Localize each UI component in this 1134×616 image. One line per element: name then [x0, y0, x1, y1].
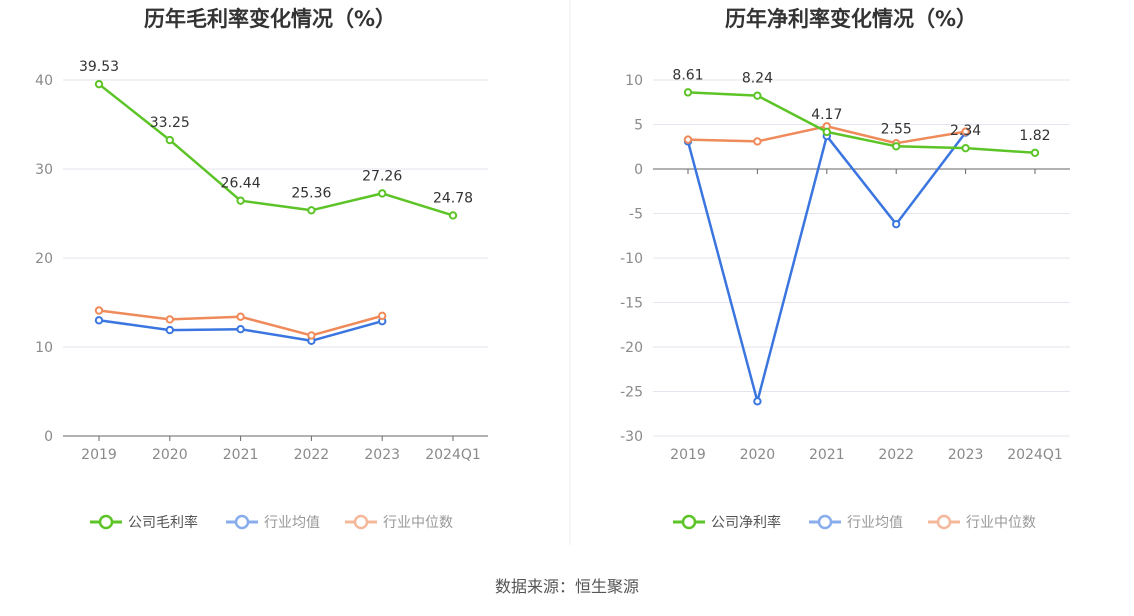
data-point-avg — [94, 316, 104, 325]
data-label: 2.55 — [881, 121, 912, 137]
y-tick-label: 30 — [35, 162, 53, 178]
y-tick-label: -20 — [620, 340, 643, 356]
legend-label: 公司毛利率 — [128, 514, 198, 531]
x-tick-label: 2019 — [670, 447, 706, 463]
data-point-company — [1030, 148, 1040, 158]
y-tick-label: -25 — [620, 385, 643, 401]
data-point-median — [683, 135, 693, 144]
x-tick-label: 2022 — [294, 447, 330, 463]
data-point-median — [961, 127, 970, 136]
x-tick-label: 2021 — [223, 447, 259, 463]
legend-item-company: 公司净利率 — [673, 514, 781, 531]
y-tick-label: 0 — [634, 162, 643, 178]
y-tick-label: 5 — [634, 118, 643, 134]
y-tick-label: 10 — [35, 340, 53, 356]
data-label: 1.82 — [1019, 128, 1050, 144]
legend-swatch-marker — [817, 514, 833, 530]
data-label: 39.53 — [79, 59, 119, 75]
data-label: 4.17 — [811, 107, 842, 123]
x-tick-label: 2024Q1 — [1007, 447, 1063, 463]
x-tick-label: 2024Q1 — [425, 447, 481, 463]
data-source: 数据来源：恒生聚源 — [495, 577, 639, 596]
legend-item-avg: 行业均值 — [226, 514, 320, 531]
data-point-company — [236, 196, 245, 205]
data-point-company — [448, 211, 458, 220]
legend-swatch-marker — [353, 514, 369, 530]
y-tick-label: 20 — [35, 251, 53, 267]
x-tick-label: 2023 — [364, 447, 400, 463]
x-tick-label: 2022 — [878, 447, 914, 463]
data-point-avg — [892, 219, 901, 229]
y-tick-label: 40 — [35, 73, 53, 89]
legend-item-median: 行业中位数 — [928, 514, 1036, 531]
series-line-company — [98, 83, 454, 217]
x-tick-label: 2020 — [740, 447, 776, 463]
data-point-median — [165, 315, 175, 324]
data-point-median — [94, 306, 104, 315]
y-tick-label: -30 — [620, 429, 643, 445]
y-tick-label: 0 — [44, 429, 53, 445]
data-point-company — [165, 135, 175, 145]
x-tick-label: 2023 — [948, 447, 984, 463]
chart-title: 历年净利率变化情况（%） — [725, 7, 977, 31]
legend-item-avg: 行业均值 — [809, 514, 903, 531]
data-point-company — [683, 88, 693, 97]
data-label: 27.26 — [362, 168, 402, 184]
series-line-company — [687, 91, 1036, 155]
legend-swatch-marker — [234, 514, 250, 530]
legend-label: 行业中位数 — [966, 515, 1036, 531]
y-tick-label: 10 — [625, 73, 643, 89]
x-tick-label: 2021 — [809, 447, 845, 463]
data-point-avg — [236, 325, 245, 334]
legend-swatch-marker — [936, 514, 952, 530]
data-point-company — [822, 127, 831, 137]
legend-label: 公司净利率 — [711, 514, 781, 531]
legend-swatch-marker — [98, 514, 114, 530]
data-point-company — [378, 189, 387, 198]
data-point-median — [753, 137, 762, 146]
data-point-company — [753, 91, 762, 100]
x-tick-label: 2020 — [152, 447, 188, 463]
x-tick-label: 2019 — [81, 447, 117, 463]
gross-margin-chart: 历年毛利率变化情况（%） 0 10 20 30 40 2019 2020 2021 2022 202… — [35, 7, 488, 531]
y-tick-label: -10 — [620, 251, 643, 267]
y-tick-label: -15 — [620, 296, 643, 312]
y-tick-label: -5 — [629, 207, 643, 223]
data-label: 25.36 — [291, 185, 331, 201]
data-label: 8.61 — [672, 67, 703, 83]
legend-item-company: 公司毛利率 — [90, 514, 198, 531]
chart-title: 历年毛利率变化情况（%） — [144, 7, 396, 31]
legend-label: 行业均值 — [264, 515, 320, 531]
legend-label: 行业均值 — [847, 515, 903, 531]
legend-swatch-marker — [681, 514, 697, 530]
legend-label: 行业中位数 — [383, 515, 453, 531]
data-point-avg — [753, 397, 762, 406]
data-point-company — [961, 143, 970, 153]
data-point-median — [378, 311, 387, 321]
net-margin-chart: 历年净利率变化情况（%） 10 5 0 -5 -10 -15 -20 -25 -30 2019 202… — [620, 7, 1070, 531]
data-label: 33.25 — [150, 115, 190, 131]
data-point-company — [307, 206, 316, 215]
data-point-company — [892, 142, 901, 151]
legend-item-median: 行业中位数 — [345, 514, 453, 531]
legend: 公司毛利率 行业均值 行业中位数 — [90, 514, 453, 531]
data-label: 8.24 — [742, 71, 773, 87]
data-label: 2.34 — [950, 123, 981, 139]
data-point-avg — [165, 325, 175, 335]
data-point-median — [307, 331, 316, 340]
data-point-median — [236, 312, 245, 321]
legend: 公司净利率 行业均值 行业中位数 — [673, 514, 1036, 531]
data-point-company — [94, 79, 104, 89]
data-label: 26.44 — [221, 176, 261, 192]
data-label: 24.78 — [433, 190, 473, 206]
